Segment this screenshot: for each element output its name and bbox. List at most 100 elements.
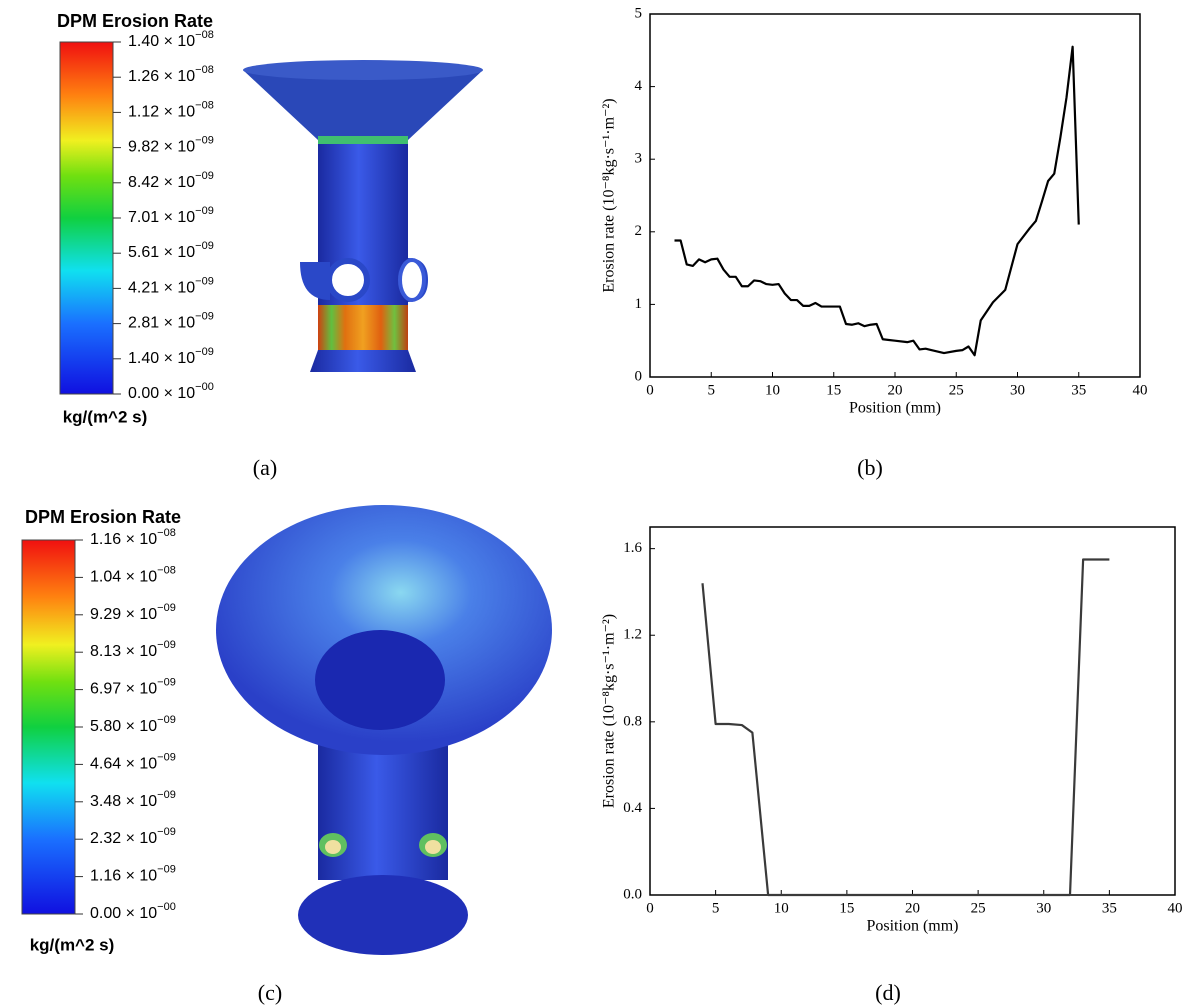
colorbar-label: 3.48 × 10−09: [90, 789, 176, 810]
y-axis-label: Erosion rate (10⁻⁸kg·s⁻¹·m⁻²): [601, 98, 618, 292]
label-base: 3.48 × 10: [90, 793, 157, 810]
colorbar: [59, 41, 114, 395]
label-exponent: −09: [195, 205, 214, 217]
x-tick-label: 15: [839, 900, 854, 916]
colorbar-label: 5.61 × 10−09: [128, 240, 214, 261]
label-base: 1.04 × 10: [90, 569, 157, 586]
colorbar: [21, 539, 76, 915]
y-tick-label: 0: [635, 368, 643, 384]
colorbar-label: 0.00 × 10−00: [128, 381, 214, 402]
x-tick-label: 20: [888, 382, 903, 398]
label-exponent: −09: [195, 170, 214, 182]
x-tick-label: 40: [1133, 382, 1148, 398]
colorbar-title: DPM Erosion Rate: [25, 507, 181, 527]
model-render-c: [216, 505, 552, 955]
colorbar-label: 2.32 × 10−09: [90, 826, 176, 847]
colorbar-label: 8.42 × 10−09: [128, 170, 214, 191]
label-base: 9.29 × 10: [90, 606, 157, 623]
plot-frame: [649, 526, 1176, 896]
x-tick-label: 5: [712, 900, 720, 916]
label-base: 1.26 × 10: [128, 68, 195, 85]
label-exponent: −09: [157, 864, 176, 876]
y-tick-label: 0.0: [623, 886, 642, 902]
label-exponent: −09: [195, 275, 214, 287]
x-tick-label: 25: [949, 382, 964, 398]
label-base: 5.61 × 10: [128, 244, 195, 261]
y-tick-label: 4: [635, 78, 643, 94]
x-axis-label: Position (mm): [849, 400, 941, 417]
panel-caption: (c): [258, 980, 282, 1005]
y-tick-label: 1.6: [623, 540, 642, 556]
x-tick-label: 30: [1010, 382, 1025, 398]
label-exponent: −08: [195, 64, 214, 76]
label-exponent: −09: [157, 714, 176, 726]
y-tick-label: 0.8: [623, 713, 642, 729]
label-exponent: −09: [157, 826, 176, 838]
x-tick-label: 0: [646, 382, 654, 398]
plot-frame: [649, 13, 1141, 378]
label-exponent: −00: [157, 901, 176, 913]
label-base: 9.82 × 10: [128, 139, 195, 156]
colorbar-label: 1.16 × 10−08: [90, 527, 176, 548]
colorbar-label: 9.29 × 10−09: [90, 602, 176, 623]
label-exponent: −08: [195, 99, 214, 111]
label-exponent: −09: [195, 346, 214, 358]
label-base: 8.13 × 10: [90, 643, 157, 660]
colorbar-label: 4.64 × 10−09: [90, 751, 176, 772]
label-exponent: −08: [195, 29, 214, 41]
colorbar-label: 1.40 × 10−08: [128, 29, 214, 50]
colorbar-unit: kg/(m^2 s): [63, 407, 148, 426]
label-base: 4.64 × 10: [90, 756, 157, 773]
label-exponent: −09: [157, 789, 176, 801]
colorbar-label: 1.40 × 10−09: [128, 346, 214, 367]
label-base: 1.16 × 10: [90, 868, 157, 885]
x-tick-label: 0: [646, 900, 654, 916]
x-tick-label: 30: [1036, 900, 1051, 916]
label-base: 1.16 × 10: [90, 531, 157, 548]
colorbar-label: 2.81 × 10−09: [128, 311, 214, 332]
label-base: 1.12 × 10: [128, 104, 195, 121]
label-exponent: −09: [195, 240, 214, 252]
label-exponent: −09: [157, 639, 176, 651]
label-exponent: −09: [157, 602, 176, 614]
label-exponent: −09: [157, 677, 176, 689]
label-base: 5.80 × 10: [90, 718, 157, 735]
y-tick-label: 1: [635, 296, 643, 312]
colorbar-label: 4.21 × 10−09: [128, 275, 214, 296]
data-line: [701, 558, 1110, 897]
y-tick-label: 2: [635, 223, 643, 239]
y-tick-label: 5: [635, 5, 643, 21]
panel-caption: (d): [875, 980, 901, 1005]
colorbar-title: DPM Erosion Rate: [57, 11, 213, 31]
label-base: 8.42 × 10: [128, 174, 195, 191]
label-exponent: −09: [157, 751, 176, 763]
label-base: 1.40 × 10: [128, 350, 195, 367]
label-base: 2.32 × 10: [90, 830, 157, 847]
label-base: 2.81 × 10: [128, 315, 195, 332]
panel-caption: (a): [253, 455, 277, 480]
colorbar-label: 1.16 × 10−09: [90, 864, 176, 885]
colorbar-label: 8.13 × 10−09: [90, 639, 176, 660]
data-line: [674, 45, 1080, 357]
x-tick-label: 35: [1102, 900, 1117, 916]
label-base: 0.00 × 10: [90, 905, 157, 922]
label-exponent: −00: [195, 381, 214, 393]
x-tick-label: 35: [1071, 382, 1086, 398]
x-tick-label: 10: [765, 382, 780, 398]
x-tick-label: 25: [971, 900, 986, 916]
colorbar-unit: kg/(m^2 s): [30, 935, 115, 954]
colorbar-label: 5.80 × 10−09: [90, 714, 176, 735]
x-tick-label: 15: [826, 382, 841, 398]
label-exponent: −09: [195, 311, 214, 323]
y-tick-label: 0.4: [623, 800, 642, 816]
model-render-a: [243, 60, 483, 372]
label-base: 1.40 × 10: [128, 33, 195, 50]
x-tick-label: 5: [708, 382, 716, 398]
x-tick-label: 10: [774, 900, 789, 916]
colorbar-label: 0.00 × 10−00: [90, 901, 176, 922]
x-axis-label: Position (mm): [866, 918, 958, 935]
label-exponent: −09: [195, 135, 214, 147]
label-base: 0.00 × 10: [128, 385, 195, 402]
colorbar-label: 1.04 × 10−08: [90, 564, 176, 585]
